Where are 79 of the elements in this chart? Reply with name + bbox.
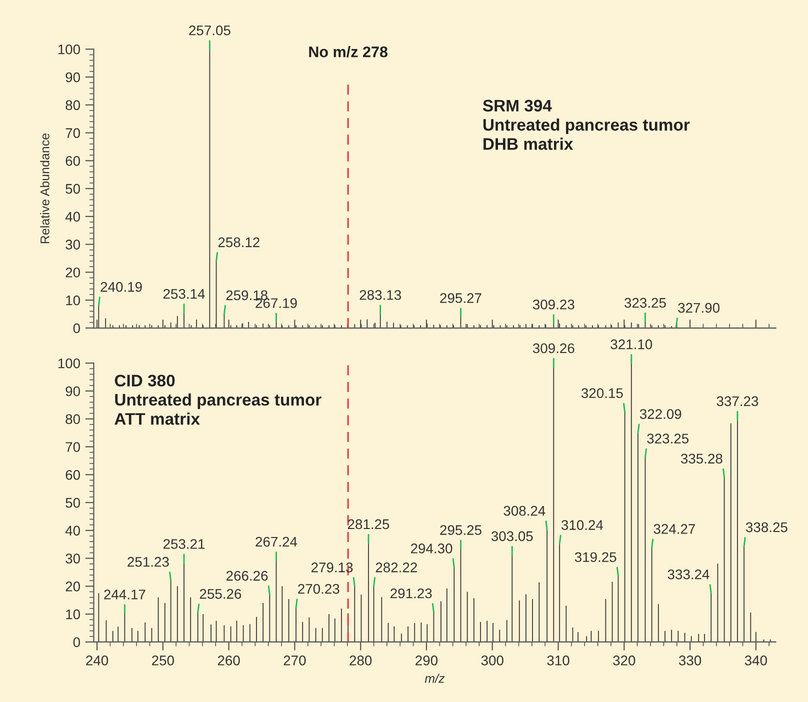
annotation: 270.23 bbox=[298, 584, 340, 594]
x-tick-label: 310 bbox=[547, 656, 570, 666]
x-tick-label: 240 bbox=[86, 656, 108, 666]
x-tick-label: 280 bbox=[350, 656, 372, 666]
y-tick-label: 20 bbox=[66, 268, 80, 278]
annotation: 308.24 bbox=[504, 506, 546, 516]
annotation: 335.28 bbox=[680, 454, 722, 464]
annotation: SRM 394 bbox=[482, 100, 552, 112]
annotation: 303.05 bbox=[491, 531, 533, 542]
y-tick-label: 0 bbox=[73, 637, 80, 648]
x-tick-label: 250 bbox=[152, 656, 174, 666]
y-axis-title: Relative Abundance bbox=[40, 134, 50, 244]
y-tick-label: 40 bbox=[65, 212, 80, 222]
annotation: CID 380 bbox=[114, 374, 175, 387]
y-tick-label: 50 bbox=[66, 184, 80, 194]
x-tick-label: 270 bbox=[284, 656, 306, 666]
x-tick-label: 290 bbox=[416, 656, 438, 666]
annotation: 291.23 bbox=[390, 588, 432, 598]
ref-line-label: No m/z 278 bbox=[309, 46, 388, 58]
y-tick-label: 60 bbox=[66, 470, 80, 480]
annotation: 267.19 bbox=[256, 298, 297, 308]
annotation: 282.22 bbox=[376, 562, 417, 572]
annotation: 258.12 bbox=[218, 237, 260, 248]
annotation: 321.10 bbox=[610, 339, 652, 350]
annotation: 319.25 bbox=[574, 552, 616, 562]
annotation: 310.24 bbox=[561, 520, 604, 530]
annotation: 240.19 bbox=[100, 282, 142, 292]
annotation: 295.25 bbox=[440, 525, 482, 535]
annotation: 266.26 bbox=[226, 570, 268, 581]
y-tick-label: 90 bbox=[66, 72, 80, 82]
annotation: 253.14 bbox=[163, 288, 205, 299]
y-tick-label: 10 bbox=[66, 295, 80, 306]
annotation: 259.18 bbox=[226, 290, 268, 300]
y-tick-label: 40 bbox=[65, 526, 80, 536]
y-tick-label: 10 bbox=[66, 609, 80, 620]
annotation: 309.26 bbox=[532, 343, 574, 354]
x-tick-label: 320 bbox=[613, 656, 636, 666]
y-tick-label: 100 bbox=[58, 358, 80, 368]
y-tick-label: 50 bbox=[66, 498, 80, 508]
y-tick-label: 80 bbox=[66, 414, 80, 424]
annotation: 251.23 bbox=[128, 556, 169, 567]
x-tick-label: 330 bbox=[678, 656, 702, 666]
annotation: 338.25 bbox=[746, 522, 788, 532]
y-tick-label: 80 bbox=[66, 100, 80, 110]
y-tick-label: 90 bbox=[66, 386, 80, 396]
y-tick-label: 20 bbox=[66, 582, 80, 592]
annotation: 294.30 bbox=[410, 544, 452, 554]
y-tick-label: 70 bbox=[66, 128, 80, 138]
y-tick-label: 100 bbox=[58, 44, 80, 54]
annotation: Untreated pancreas tumor bbox=[483, 118, 690, 134]
annotation: 320.15 bbox=[581, 388, 623, 398]
annotation: 257.05 bbox=[189, 25, 230, 36]
annotation: 244.17 bbox=[104, 590, 146, 600]
y-tick-label: 30 bbox=[66, 240, 80, 250]
x-tick-label: 300 bbox=[481, 656, 504, 666]
annotation: 295.27 bbox=[440, 293, 482, 303]
annotation: 327.90 bbox=[678, 302, 720, 313]
y-tick-label: 70 bbox=[66, 442, 80, 452]
y-tick-label: 30 bbox=[66, 554, 80, 564]
annotation: 337.23 bbox=[716, 396, 758, 406]
annotation: 333.24 bbox=[668, 569, 710, 580]
annotation: Untreated pancreas tumor bbox=[115, 393, 322, 409]
y-tick-label: 0 bbox=[73, 323, 80, 334]
annotation: 267.24 bbox=[256, 536, 298, 547]
annotation: 309.23 bbox=[532, 300, 574, 310]
annotation: 322.09 bbox=[640, 409, 682, 419]
x-axis-title: m/z bbox=[424, 674, 445, 683]
annotation: ATT matrix bbox=[114, 412, 200, 425]
annotation: 323.25 bbox=[647, 434, 689, 444]
annotation: 283.13 bbox=[360, 290, 401, 300]
annotation: 255.26 bbox=[200, 589, 242, 599]
annotation: 324.27 bbox=[654, 524, 695, 534]
annotation: 323.25 bbox=[624, 298, 666, 308]
annotation: 281.25 bbox=[348, 519, 390, 530]
x-tick-label: 340 bbox=[744, 656, 767, 666]
x-tick-label: 260 bbox=[218, 656, 240, 666]
annotation: DHB matrix bbox=[484, 138, 574, 150]
y-tick-label: 60 bbox=[66, 156, 80, 166]
annotation: 253.21 bbox=[163, 539, 205, 549]
